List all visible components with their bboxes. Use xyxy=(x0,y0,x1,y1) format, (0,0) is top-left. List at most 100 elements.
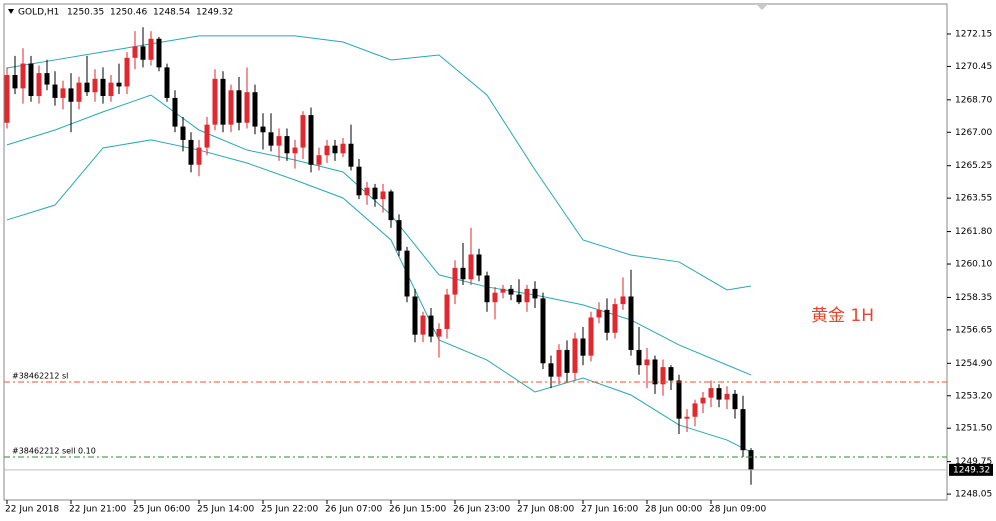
candle-body xyxy=(260,126,266,133)
x-tick-label: 27 Jun 08:00 xyxy=(517,505,574,515)
y-tick-label: 1248.05 xyxy=(955,490,992,500)
candle-body xyxy=(508,288,514,295)
price-tag-label: 1249.32 xyxy=(953,465,990,475)
candle-body xyxy=(300,115,306,148)
bollinger-lower xyxy=(6,139,752,453)
candle-body xyxy=(84,82,90,93)
x-tick-label: 22 Jun 2018 xyxy=(5,505,59,515)
candle-body xyxy=(228,90,234,125)
candle-body xyxy=(196,147,202,165)
symbol: GOLD,H1 xyxy=(18,8,59,18)
x-tick-label: 22 Jun 21:00 xyxy=(69,505,126,515)
y-tick-label: 1261.80 xyxy=(955,227,992,237)
order-label: #38462212 sell 0.10 xyxy=(12,447,96,456)
x-tick-label: 25 Jun 06:00 xyxy=(133,505,190,515)
candle-body xyxy=(684,416,690,419)
candle-body xyxy=(740,409,746,451)
x-tick-label: 26 Jun 15:00 xyxy=(389,505,446,515)
candle-body xyxy=(220,78,226,125)
candle-body xyxy=(636,349,642,366)
candle-body xyxy=(340,143,346,154)
candle-body xyxy=(292,147,298,154)
candle-body xyxy=(100,78,106,97)
y-tick-label: 1272.15 xyxy=(955,29,992,39)
candle-body xyxy=(124,57,130,87)
candle-body xyxy=(700,397,706,404)
candle-body xyxy=(452,267,458,295)
candle-body xyxy=(484,275,490,303)
y-tick-label: 1253.20 xyxy=(955,391,992,401)
candle-body xyxy=(108,82,114,97)
candle-body xyxy=(28,63,34,97)
candle-body xyxy=(428,315,434,337)
candle-body xyxy=(668,367,674,381)
y-tick-label: 1254.90 xyxy=(955,359,992,369)
y-tick-label: 1256.65 xyxy=(955,325,992,335)
candle-body xyxy=(388,191,394,221)
candle-body xyxy=(556,349,562,377)
candle-body xyxy=(380,191,386,200)
candle-body xyxy=(580,338,586,356)
candle-body xyxy=(268,132,274,146)
y-tick-label: 1267.00 xyxy=(955,128,992,138)
candle-body xyxy=(572,338,578,373)
candle-body xyxy=(172,97,178,127)
candle-body xyxy=(652,359,658,385)
candle-body xyxy=(348,143,354,167)
y-tick-label: 1263.55 xyxy=(955,194,992,204)
plot-frame xyxy=(3,3,948,501)
candle-body xyxy=(244,92,250,123)
candle-body xyxy=(4,75,10,123)
candle-body xyxy=(524,288,530,303)
candle-body xyxy=(460,267,466,280)
candle-body xyxy=(468,254,474,280)
candle-body xyxy=(596,309,602,318)
header-close: 1249.32 xyxy=(196,8,233,18)
candle-body xyxy=(716,388,722,400)
candle-body xyxy=(628,296,634,350)
y-tick-label: 1270.45 xyxy=(955,62,992,72)
candle-body xyxy=(420,315,426,335)
y-tick-label: 1258.35 xyxy=(955,293,992,303)
candle-body xyxy=(36,73,42,97)
candle-body xyxy=(516,294,522,303)
header-high: 1250.46 xyxy=(110,8,147,18)
candle-body xyxy=(276,136,282,146)
candle-body xyxy=(92,78,98,93)
shift-marker xyxy=(756,4,768,10)
candle-body xyxy=(612,304,618,333)
candle-body xyxy=(692,403,698,417)
candle-body xyxy=(644,359,650,366)
annotation: 黄金 1H xyxy=(811,306,874,326)
candle-body xyxy=(500,288,506,293)
header-low: 1248.54 xyxy=(153,8,190,18)
candle-body xyxy=(324,145,330,156)
candle-body xyxy=(412,296,418,335)
candle-body xyxy=(156,38,162,68)
candle-body xyxy=(68,88,74,102)
candle-body xyxy=(372,187,378,200)
candle-body xyxy=(708,388,714,398)
header-open: 1250.35 xyxy=(67,8,104,18)
candle-body xyxy=(164,67,170,98)
candle-body xyxy=(540,298,546,364)
candle-body xyxy=(476,254,482,276)
candle-body xyxy=(396,220,402,251)
menu-arrow[interactable] xyxy=(8,9,14,14)
candle-body xyxy=(76,82,82,102)
candle-body xyxy=(604,309,610,333)
candle-body xyxy=(356,166,362,196)
candle-body xyxy=(12,75,18,89)
candle-body xyxy=(188,139,194,165)
y-tick-label: 1249.75 xyxy=(955,457,992,467)
y-tick-label: 1265.25 xyxy=(955,161,992,171)
x-tick-label: 27 Jun 16:00 xyxy=(581,505,638,515)
candle-body xyxy=(620,296,626,305)
candle-body xyxy=(660,367,666,385)
candle-body xyxy=(212,78,218,125)
candle-body xyxy=(748,450,754,470)
candle-body xyxy=(724,393,730,400)
candle-body xyxy=(436,328,442,337)
candle-body xyxy=(564,349,570,373)
